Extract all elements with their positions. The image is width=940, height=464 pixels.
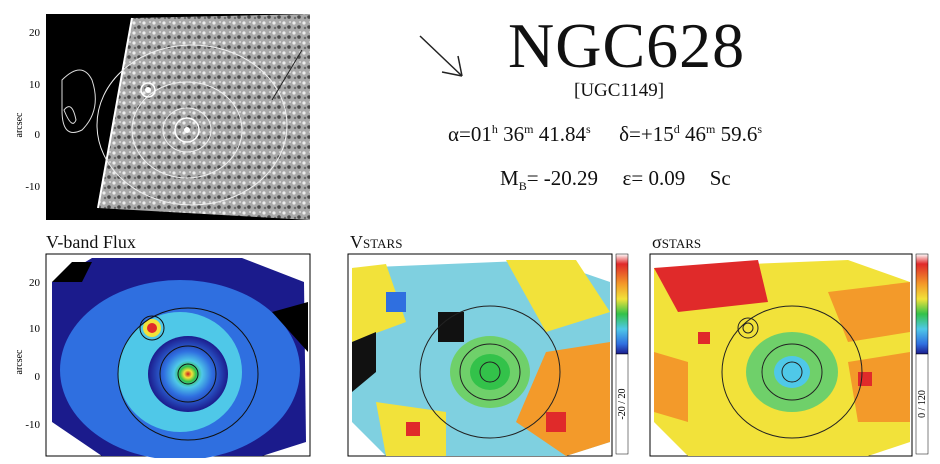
galaxy-properties: MB= -20.29 ε= 0.09 Sc (500, 166, 731, 194)
galaxy-name: NGC628 (508, 10, 746, 81)
ra-min: 36 (497, 122, 525, 146)
dec-m: m (705, 122, 716, 136)
tick-label: 10 (29, 79, 41, 91)
dec-sec: 59.6 (715, 122, 758, 146)
ra-sec: 41.84 (533, 122, 586, 146)
rotated-field (98, 14, 310, 220)
tick-label: -10 (25, 181, 40, 193)
ra-m: m (524, 122, 534, 136)
sigma-map: 0 / 120 (649, 253, 929, 457)
dec-min: 46 (679, 122, 706, 146)
ellipticity: ε= 0.09 (622, 166, 686, 190)
alt-name: [UGC1149] (574, 80, 665, 101)
sigma-title-sub: STARS (661, 236, 702, 251)
dec-s: s (757, 122, 762, 136)
sigma-range-label: 0 / 120 (917, 390, 928, 418)
mag-value: = -20.29 (526, 166, 599, 190)
vstars-title-sub: STARS (363, 236, 403, 251)
ra-h: h (491, 122, 498, 136)
ra-label: α=01 (448, 122, 492, 146)
sigma-map-panel: 0 / 120 (648, 252, 938, 458)
tick-label: 0 (35, 371, 41, 383)
orientation-arrow-icon (419, 35, 463, 77)
tick-label: 20 (29, 277, 41, 289)
vstars-title-v: V (350, 232, 363, 252)
dec-d: d (673, 122, 680, 136)
flux-map: 20 10 0 -10 arcsec (14, 253, 311, 460)
dec-label: δ=+15 (619, 122, 674, 146)
y-axis-label: arcsec (14, 349, 25, 375)
flux-panel-title: V-band Flux (46, 232, 136, 252)
mag-label: M (500, 166, 519, 190)
vstars-map-panel: -20 / 20 (346, 252, 640, 458)
y-axis-label: arcsec (14, 112, 25, 138)
flux-map-panel: 20 10 0 -10 arcsec (12, 252, 312, 460)
tick-label: -10 (25, 419, 40, 431)
ra-s: s (585, 122, 591, 136)
vstars-range-label: -20 / 20 (617, 388, 628, 419)
mag-band: B (518, 179, 527, 194)
vstars-panel-title: VSTARS (350, 232, 402, 253)
sigma-panel-title: σSTARS (652, 232, 701, 253)
coordinates: α=01h 36m 41.84s δ=+15d 46m 59.6s (448, 122, 762, 147)
tick-label: 10 (29, 323, 41, 335)
tick-label: 20 (29, 27, 41, 39)
vstars-map: -20 / 20 (347, 253, 629, 457)
morph-type: Sc (709, 166, 731, 190)
unsharp-image: 20 10 0 -10 arcsec (14, 14, 310, 220)
unsharp-image-panel: 20 10 0 -10 arcsec (12, 10, 312, 222)
sigma-title-s: σ (652, 232, 662, 252)
tick-label: 0 (35, 129, 41, 141)
